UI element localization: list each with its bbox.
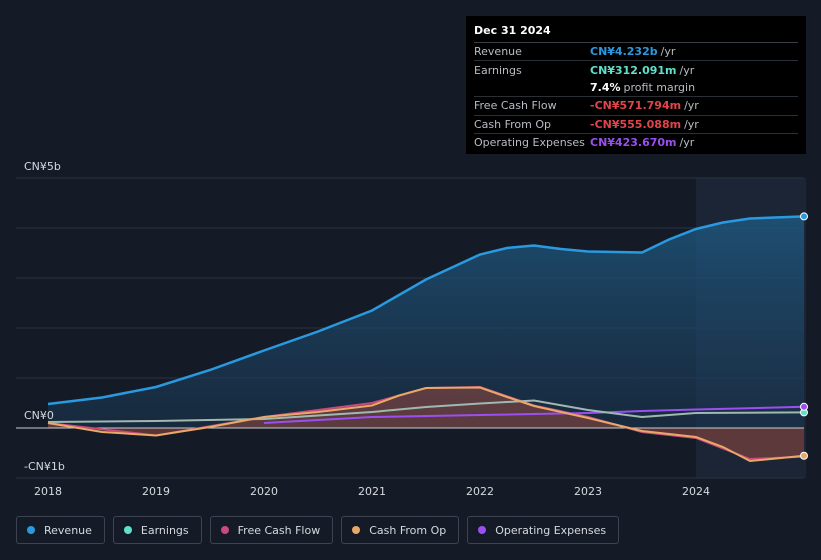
- operating-expenses-end-marker: [800, 402, 808, 411]
- cash-from-op-line: [47, 386, 805, 463]
- legend-item-operating-expenses[interactable]: Operating Expenses: [467, 516, 620, 544]
- revenue-end-marker: [800, 212, 808, 221]
- tooltip-label: Operating Expenses: [474, 136, 585, 150]
- legend-item-earnings[interactable]: Earnings: [112, 516, 202, 544]
- tooltip-row-margin: 7.4% profit margin: [474, 79, 798, 96]
- legend-label: Earnings: [140, 523, 189, 537]
- revenue-line: [47, 215, 805, 406]
- tooltip-row-revenue: Revenue CN¥4.232b /yr: [474, 42, 798, 60]
- legend-label: Revenue: [44, 523, 92, 537]
- y-label-top: CN¥5b: [24, 160, 61, 173]
- legend-item-revenue[interactable]: Revenue: [16, 516, 105, 544]
- tooltip-unit: /yr: [679, 136, 695, 150]
- tooltip-unit: /yr: [684, 117, 699, 131]
- cash-from-op-area: [48, 387, 804, 461]
- x-tick-label: 2020: [250, 485, 278, 498]
- tooltip-label: Earnings: [474, 63, 522, 77]
- tooltip-value: CN¥423.670m: [590, 136, 677, 150]
- tooltip-date: Dec 31 2024: [474, 24, 551, 37]
- tooltip-unit: /yr: [660, 45, 676, 59]
- tooltip-value: CN¥312.091m: [590, 63, 677, 77]
- revenue-area: [48, 216, 804, 428]
- earnings-line: [47, 399, 805, 423]
- x-tick-label: 2024: [682, 485, 710, 498]
- x-tick-label: 2022: [466, 485, 494, 498]
- legend-label: Free Cash Flow: [237, 523, 321, 537]
- legend-dot-icon: [27, 526, 35, 534]
- x-tick-label: 2018: [34, 485, 62, 498]
- x-tick-label: 2021: [358, 485, 386, 498]
- tooltip-row-earnings: Earnings CN¥312.091m /yr: [474, 60, 798, 78]
- tooltip-value: -CN¥555.088m: [590, 117, 682, 131]
- legend-item-free-cash-flow[interactable]: Free Cash Flow: [209, 516, 334, 544]
- tooltip-label: Cash From Op: [474, 117, 552, 131]
- tooltip-row-cfo: Cash From Op -CN¥555.088m /yr: [474, 114, 798, 133]
- legend-label: Cash From Op: [369, 523, 447, 537]
- tooltip-value: CN¥4.232b: [590, 45, 658, 59]
- legend: Revenue Earnings Free Cash Flow Cash Fro…: [16, 516, 627, 546]
- tooltip-unit: /yr: [679, 63, 695, 77]
- legend-label: Operating Expenses: [495, 523, 607, 537]
- tooltip-unit: profit margin: [623, 80, 696, 94]
- x-tick-label: 2019: [142, 485, 170, 498]
- tooltip-row-opex: Operating Expenses CN¥423.670m /yr: [474, 132, 798, 151]
- legend-dot-icon: [478, 526, 487, 534]
- legend-item-cash-from-op[interactable]: Cash From Op: [341, 516, 460, 544]
- tooltip-label: Free Cash Flow: [474, 99, 557, 113]
- tooltip-value: 7.4%: [590, 80, 621, 94]
- legend-dot-icon: [220, 526, 229, 534]
- tooltip-label: Revenue: [474, 45, 522, 59]
- tooltip-panel: Dec 31 2024 Revenue CN¥4.232b /yr Earnin…: [466, 16, 806, 154]
- tooltip-value: -CN¥571.794m: [590, 99, 682, 113]
- legend-dot-icon: [352, 526, 361, 534]
- y-label-zero: CN¥0: [24, 409, 54, 422]
- x-tick-label: 2023: [574, 485, 602, 498]
- free-cash-flow-area: [48, 387, 804, 459]
- legend-dot-icon: [123, 526, 132, 534]
- y-label-bottom: -CN¥1b: [24, 460, 65, 473]
- tooltip-unit: /yr: [684, 99, 699, 113]
- cash-from-op-end-marker: [800, 451, 808, 460]
- operating-expenses-line: [263, 405, 805, 424]
- tooltip-row-fcf: Free Cash Flow -CN¥571.794m /yr: [474, 96, 798, 114]
